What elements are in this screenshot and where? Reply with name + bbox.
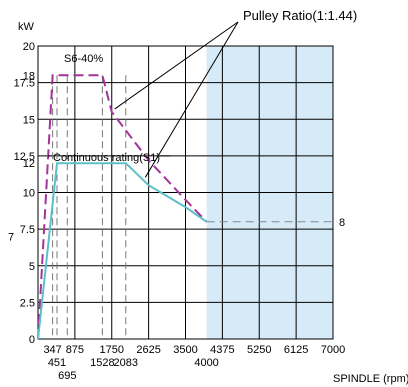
s6-label: S6-40% xyxy=(64,53,103,65)
pulley-leader-upper xyxy=(114,21,239,110)
pulley-ratio-label: Pulley Ratio(1:1.44) xyxy=(243,8,357,23)
plot-frame xyxy=(37,45,334,340)
y-axis-label: kW xyxy=(18,21,35,33)
x-tick-label: 2625 xyxy=(136,344,160,356)
guide-lines xyxy=(52,75,127,339)
annotation-leaders xyxy=(48,21,239,178)
y-tick-label: 12.5 xyxy=(14,151,35,163)
x-tick-label: 451 xyxy=(48,357,66,369)
y-tick-label: 20 xyxy=(23,41,35,53)
y-tick-label: 10 xyxy=(23,188,35,200)
x-tick-label: 5250 xyxy=(247,344,271,356)
x-tick-label: 7000 xyxy=(321,344,345,356)
x-tick-label: 2083 xyxy=(114,357,138,369)
series-layer xyxy=(37,74,208,340)
series-line xyxy=(37,162,208,340)
y-tick-label: 15 xyxy=(23,114,35,126)
y-tick-label: 2.5 xyxy=(20,297,35,309)
x-tick-label: 3500 xyxy=(173,344,197,356)
y-tick-label: 17.5 xyxy=(14,78,35,90)
x-tick-label: 6125 xyxy=(284,344,308,356)
x-tick-label: 1750 xyxy=(100,344,124,356)
y-tick-label: 5 xyxy=(29,261,35,273)
pulley-leader-lower xyxy=(144,21,239,178)
y-tick-label: 12 xyxy=(23,158,35,170)
end-value-label: 8 xyxy=(339,217,345,229)
x-tick-label: 4375 xyxy=(210,344,234,356)
x-tick-label: 347 xyxy=(43,344,61,356)
y-tick-label: 7.5 xyxy=(20,224,35,236)
series-line xyxy=(37,74,208,340)
y-tick-label: 0 xyxy=(29,334,35,346)
x-tick-label: 4000 xyxy=(194,357,218,369)
y-tick-label: 18 xyxy=(23,70,35,82)
x-tick-label: 875 xyxy=(66,344,84,356)
x-tick-label: 695 xyxy=(58,370,76,382)
x-tick-label: 1528 xyxy=(90,357,114,369)
y-side-label: 7 xyxy=(8,231,14,243)
s1-label: Continuous rating(S1) xyxy=(53,152,160,164)
x-tick-labels: 347 875 1750 2625 3500 4375 5250 6125 7000 451 152… xyxy=(43,344,345,382)
x-axis-label: SPINDLE (rpm) xyxy=(333,373,408,385)
